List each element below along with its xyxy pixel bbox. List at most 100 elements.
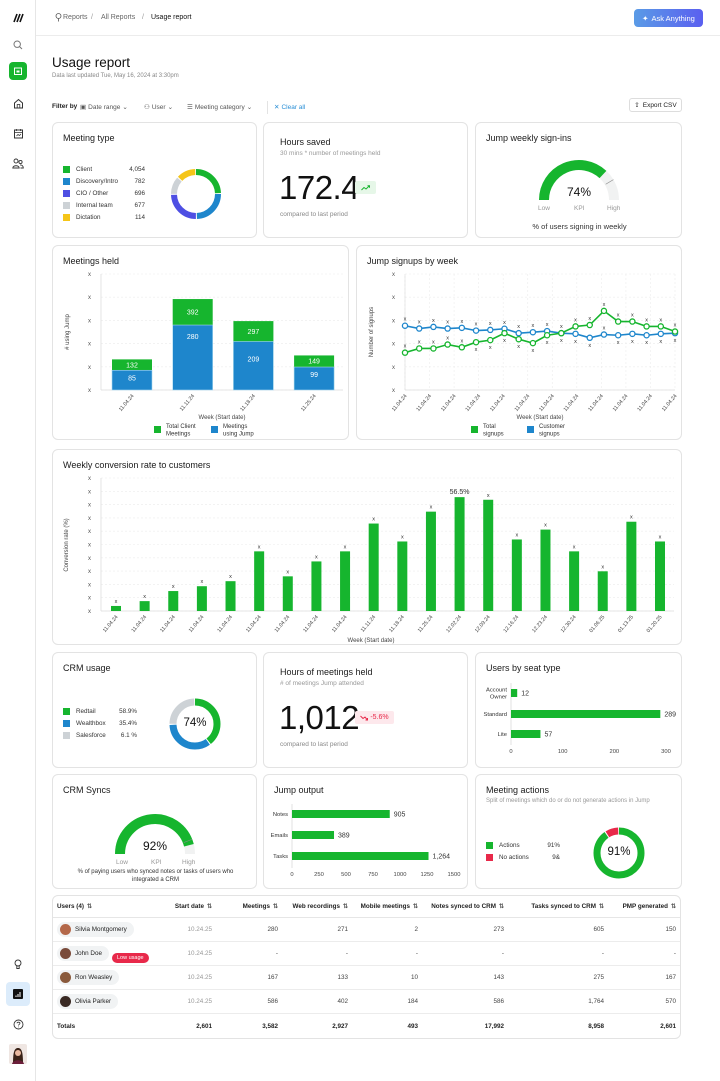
export-csv-button[interactable]: ⇪ Export CSV — [629, 98, 682, 112]
clear-all-label: Clear all — [281, 103, 306, 111]
column-header-6[interactable]: Tasks synced to CRM ⇅ — [508, 896, 608, 918]
x-tick-label: 11.04.24 — [563, 393, 581, 412]
card-title: CRM usage — [63, 663, 111, 673]
date-range-filter[interactable]: ▣ Date range ⌄ — [80, 103, 128, 112]
y-tick-label: x — [88, 529, 91, 535]
data-label: 1,264 — [433, 854, 451, 861]
column-header-label: Notes synced to CRM — [431, 903, 496, 910]
y-tick-label: x — [88, 582, 91, 588]
data-point — [515, 335, 522, 343]
data-label: x — [460, 319, 463, 325]
table-cell: 570 — [608, 990, 680, 1014]
breadcrumb-reports[interactable]: Reports — [63, 14, 88, 21]
bar — [196, 586, 207, 611]
column-header-4[interactable]: Mobile meetings ⇅ — [352, 896, 422, 918]
avatar — [60, 924, 71, 935]
bar — [311, 561, 322, 611]
column-header-3[interactable]: Web recordings ⇅ — [282, 896, 352, 918]
card-title: Meeting type — [63, 133, 115, 143]
table-cell: 10.24.25 — [158, 942, 216, 966]
user-filter[interactable]: ⚇ User ⌄ — [144, 103, 173, 112]
search-icon[interactable] — [9, 36, 27, 54]
data-point — [629, 330, 636, 338]
breadcrumb-all-reports[interactable]: All Reports — [101, 14, 136, 21]
bar — [626, 521, 637, 611]
calendar-chart-icon[interactable] — [9, 124, 27, 142]
user-chip[interactable]: Olivia Parker — [57, 994, 119, 1009]
user-chip[interactable]: Ron Weasley — [57, 970, 120, 985]
data-label: x — [631, 313, 634, 319]
data-label: 289 — [664, 712, 676, 719]
data-label: x — [560, 338, 563, 344]
data-label: 905 — [394, 812, 406, 819]
data-point — [657, 330, 665, 338]
logo-icon[interactable] — [9, 9, 27, 27]
x-tick-label: 11.04.24 — [440, 393, 458, 412]
reports-icon[interactable] — [6, 982, 30, 1006]
data-label: x — [503, 320, 506, 326]
bar — [483, 499, 494, 611]
legend-label: CIO / Other — [76, 190, 109, 197]
column-header-1[interactable]: Start date ⇅ — [158, 896, 216, 918]
table-cell: - — [216, 942, 282, 966]
table-cell: 184 — [352, 990, 422, 1014]
chevron-down-icon: ⌄ — [246, 104, 253, 111]
x-tick-label: 100 — [558, 749, 568, 755]
data-label: x — [659, 339, 662, 345]
column-header-2[interactable]: Meetings ⇅ — [216, 896, 282, 918]
jump-output-chart: 905 Notes 389 Emails 1,264 Tasks 0 250 500 750 100… — [271, 804, 460, 878]
column-header-0[interactable]: Users (4) ⇅ — [53, 896, 158, 918]
avatar[interactable] — [9, 1044, 27, 1064]
clear-all-button[interactable]: ✕ Clear all — [274, 103, 306, 112]
meeting-category-filter[interactable]: ☰ Meeting category ⌄ — [187, 103, 253, 112]
table-cell: 10.24.25 — [158, 966, 216, 990]
legend-label: Redtail — [76, 708, 96, 715]
user-chip[interactable]: John Doe — [57, 946, 109, 961]
y-tick-label: x — [88, 365, 91, 371]
table-cell: 10.24.25 — [158, 918, 216, 942]
users-icon[interactable] — [9, 154, 27, 172]
data-label: x — [143, 594, 146, 600]
sort-icon: ⇅ — [670, 904, 676, 910]
bar-jump — [233, 341, 274, 391]
weekly-signins-card: Jump weekly sign-ins 74% Low KPI High % … — [475, 122, 682, 238]
y-tick-label: x — [88, 569, 91, 575]
x-tick-label: 11.04.24 — [415, 393, 433, 412]
x-tick-label: 11.04.24 — [102, 614, 120, 633]
data-label: x — [432, 339, 435, 345]
help-icon[interactable] — [9, 1015, 27, 1033]
data-label: x — [401, 534, 404, 540]
x-tick-label: 11.04.24 — [661, 393, 679, 412]
y-tick-label: Emails — [271, 833, 288, 839]
data-label: x — [418, 320, 421, 326]
data-point — [415, 325, 423, 332]
data-point — [600, 331, 608, 338]
data-label: x — [659, 534, 662, 540]
table-cell: - — [352, 942, 422, 966]
user-chip[interactable]: Silvia Montgomery — [57, 922, 134, 937]
home-icon[interactable] — [9, 94, 27, 112]
data-label: x — [659, 317, 662, 323]
column-header-7[interactable]: PMP generated ⇅ — [608, 896, 680, 918]
totals-row: Totals 2,601 3,582 2,927 493 17,992 8,958 2,601 — [53, 1014, 680, 1038]
donut-segment — [593, 827, 645, 879]
data-point — [614, 331, 622, 339]
x-tick-label: 300 — [661, 749, 671, 755]
gauge-caption: % of paying users who synced notes or ta… — [77, 869, 234, 883]
data-label: x — [503, 338, 506, 344]
legend-label: No actions — [499, 854, 529, 861]
table-cell: 586 — [422, 990, 508, 1014]
totals-label: Totals — [57, 1022, 76, 1030]
column-header-5[interactable]: Notes synced to CRM ⇅ — [422, 896, 508, 918]
ask-anything-button[interactable]: ✦ Ask Anything — [634, 9, 703, 27]
crm-syncs-gauge — [115, 814, 195, 855]
lightbulb-icon[interactable] — [9, 955, 27, 973]
bar — [454, 497, 465, 611]
filter-label: Filter by — [52, 103, 78, 110]
calendar-icon[interactable] — [9, 62, 27, 80]
legend-swatch — [527, 426, 534, 433]
data-label: x — [372, 517, 375, 523]
data-label: x — [258, 544, 261, 550]
legend-value: 58.9% — [119, 708, 137, 715]
sort-icon: ⇅ — [412, 904, 418, 910]
